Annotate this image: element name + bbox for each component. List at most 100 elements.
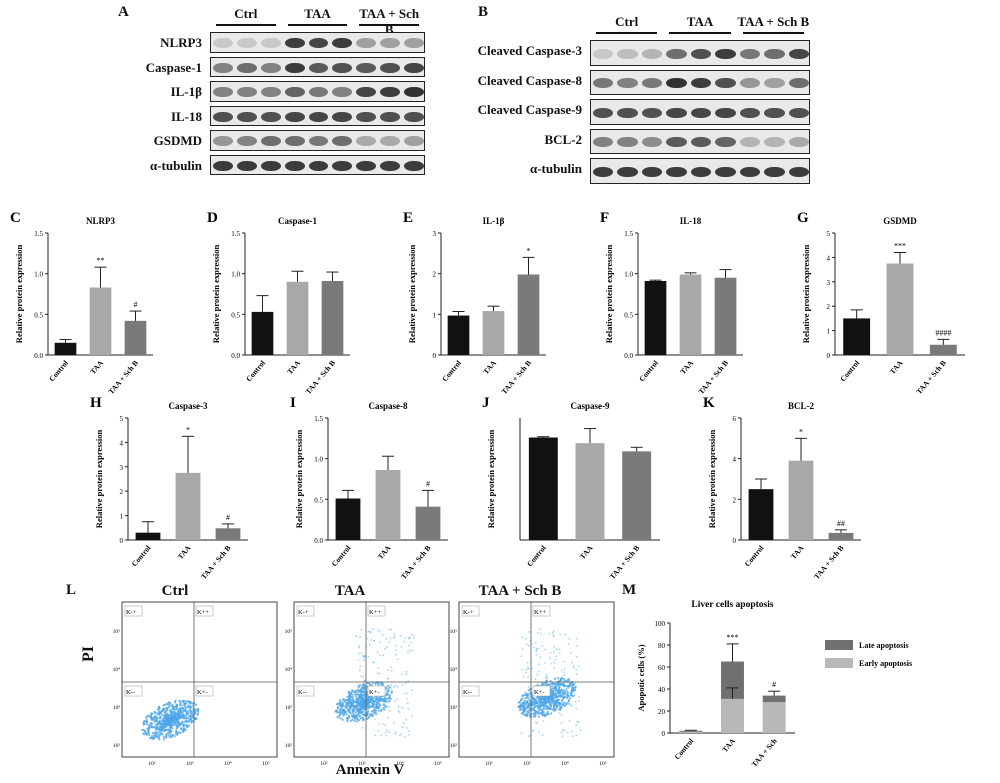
- facs-dot: [342, 698, 345, 701]
- facs-dot: [386, 686, 389, 689]
- blot-strip: [590, 158, 810, 184]
- facs-dot: [522, 675, 525, 678]
- facs-dot: [355, 695, 358, 698]
- facs-dot: [369, 696, 371, 699]
- facs-dot: [145, 720, 149, 724]
- facs-dot: [352, 700, 356, 703]
- blot-band: [380, 38, 401, 49]
- y-tick-label: 2: [733, 496, 737, 504]
- facs-dot: [186, 700, 189, 703]
- facs-dot: [366, 682, 369, 685]
- blot-band: [260, 136, 281, 147]
- facs-dot: [162, 720, 165, 723]
- facs-dot: [575, 655, 578, 658]
- blot-band: [308, 111, 329, 122]
- panel-letter: H: [90, 395, 102, 411]
- facs-dot: [352, 707, 355, 711]
- facs-dot: [537, 702, 540, 705]
- facs-dot: [528, 695, 531, 697]
- facs-dot: [360, 706, 362, 709]
- facs-dot: [377, 729, 380, 732]
- y-tick-label: 2: [120, 488, 124, 496]
- facs-dot: [533, 729, 535, 732]
- facs-dot: [557, 698, 560, 701]
- bar: [714, 277, 737, 355]
- facs-dot: [178, 707, 181, 710]
- facs-dot: [181, 720, 184, 723]
- y-tick-label: 0.0: [34, 352, 43, 360]
- y-tick-label: 1: [827, 328, 831, 336]
- facs-dot: [346, 705, 349, 708]
- significance-mark: *: [186, 425, 190, 434]
- facs-dot: [395, 731, 398, 734]
- x-tick-label: Control: [130, 544, 153, 569]
- x-tick-label: TAA + Sch B: [199, 544, 233, 582]
- chart-title: IL-18: [680, 216, 702, 226]
- facs-dot: [554, 691, 557, 695]
- facs-dot: [558, 686, 561, 689]
- bar: [135, 532, 161, 540]
- bar: [929, 344, 957, 355]
- quadrant-box: [367, 605, 386, 617]
- facs-dot: [179, 731, 182, 734]
- facs-dot: [365, 699, 369, 702]
- facs-dot: [372, 712, 375, 715]
- facs-dot: [579, 729, 582, 732]
- chart-k: K BCL-2 Relative protein expression 0 2 4 6 Con…: [703, 395, 861, 581]
- bar: [286, 281, 309, 355]
- facs-dot: [549, 704, 552, 707]
- quadrant-box: [124, 605, 143, 617]
- facs-dot: [572, 666, 575, 669]
- facs-dot: [411, 649, 414, 652]
- facs-dot: [153, 716, 157, 719]
- facs-dot: [536, 696, 539, 699]
- facs-dot: [352, 712, 355, 715]
- facs-dot: [387, 677, 389, 680]
- blot-band: [593, 78, 614, 89]
- facs-dot: [534, 678, 537, 681]
- facs-dot: [406, 702, 409, 705]
- facs-dot: [400, 733, 402, 736]
- facs-dot: [537, 715, 540, 718]
- facs-dot: [567, 685, 570, 688]
- facs-dot: [560, 731, 563, 734]
- blot-band: [617, 137, 638, 148]
- facs-dot: [181, 713, 184, 716]
- facs-dot: [377, 667, 380, 670]
- facs-dot: [560, 714, 563, 716]
- facs-dot: [147, 724, 151, 727]
- facs-dot: [369, 631, 372, 634]
- facs-dot: [572, 682, 575, 685]
- x-tick-label: TAA: [285, 358, 302, 376]
- facs-dot: [575, 637, 578, 640]
- chart-i: I Caspase-8 Relative protein expression 0.0…: [290, 395, 448, 581]
- facs-dot: [386, 690, 389, 693]
- facs-dot: [574, 700, 577, 703]
- facs-dot: [552, 698, 555, 701]
- facs-dot: [346, 702, 349, 705]
- facs-dot: [555, 648, 558, 651]
- blot-band: [593, 107, 614, 118]
- facs-dot: [385, 693, 388, 696]
- facs-dot: [562, 701, 565, 704]
- blot-band: [260, 87, 281, 98]
- bar: [447, 315, 470, 355]
- facs-dot: [553, 705, 556, 708]
- facs-dot: [393, 686, 396, 689]
- facs-plot-0: K-+ K++ K-- K+- 10² 10² 10³ 10³ 10⁴ 10⁴ 10⁵ 10⁵: [110, 600, 285, 780]
- facs-dot: [401, 684, 404, 687]
- facs-dot: [411, 689, 414, 691]
- facs-dot: [566, 731, 569, 734]
- facs-dot: [548, 683, 551, 686]
- facs-dot: [544, 662, 547, 665]
- panel-m-letter: M: [622, 582, 637, 598]
- bar: [843, 318, 871, 355]
- blot-group-1: TAA: [304, 6, 331, 21]
- blot-band: [332, 160, 353, 171]
- facs-dot: [376, 703, 379, 706]
- facs-dot: [390, 683, 393, 686]
- y-tick-label: 10⁵: [450, 629, 458, 635]
- facs-dot: [164, 729, 167, 732]
- facs-dot: [165, 733, 168, 736]
- facs-dot: [548, 713, 551, 716]
